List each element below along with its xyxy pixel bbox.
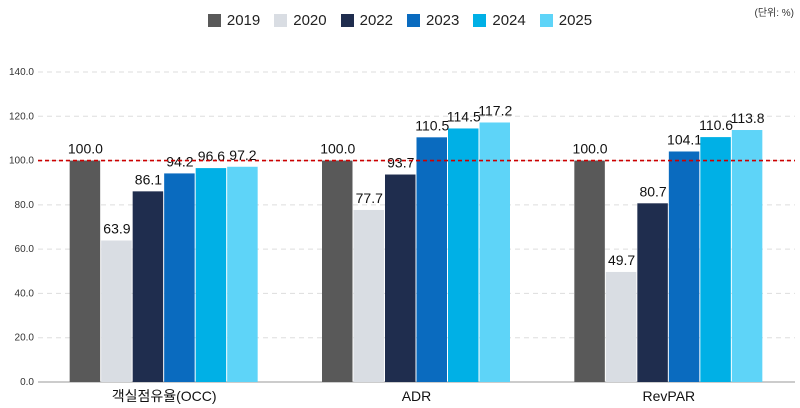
bar-2023 xyxy=(416,137,447,382)
bar-2019 xyxy=(574,160,605,382)
y-tick-label: 140.0 xyxy=(9,67,34,78)
legend-label: 2024 xyxy=(492,12,526,29)
data-label-2022: 80.7 xyxy=(639,183,666,199)
legend-swatch xyxy=(407,14,420,27)
data-label-2024: 110.6 xyxy=(699,117,733,133)
bar-2025 xyxy=(227,166,258,382)
legend-label: 2025 xyxy=(558,12,593,29)
legend-swatch xyxy=(539,14,553,27)
bar-2022 xyxy=(637,203,668,382)
data-label-2023: 104.1 xyxy=(667,131,702,147)
unit-label: (단위: %) xyxy=(754,8,794,19)
legend-swatch xyxy=(207,14,221,27)
x-tick-label: 객실점유율(OCC) xyxy=(112,388,217,404)
bar-2020 xyxy=(353,209,384,382)
y-tick-label: 80.0 xyxy=(15,200,35,211)
bar-2019 xyxy=(69,160,101,382)
y-tick-label: 120.0 xyxy=(9,111,34,122)
legend-swatch xyxy=(340,14,354,27)
bar-2024 xyxy=(448,128,479,382)
bar-2024 xyxy=(700,137,731,382)
bar-2022 xyxy=(385,174,416,382)
data-label-2020: 49.7 xyxy=(608,252,635,268)
y-tick-label: 0.0 xyxy=(20,377,34,388)
bar-2025 xyxy=(731,130,763,382)
legend-label: 2023 xyxy=(426,12,460,29)
bar-2023 xyxy=(668,151,700,382)
legend-label: 2019 xyxy=(226,12,261,29)
bar-2022 xyxy=(132,191,164,382)
y-tick-label: 40.0 xyxy=(15,288,35,299)
legend-item-2023: 2023 xyxy=(407,12,459,29)
data-label-2025: 113.8 xyxy=(731,110,765,126)
data-label-2025: 117.2 xyxy=(478,102,512,118)
data-label-2024: 96.6 xyxy=(198,148,225,164)
bar-2024 xyxy=(195,168,227,382)
legend-swatch xyxy=(274,14,288,27)
data-label-2020: 63.9 xyxy=(103,221,130,237)
legend-label: 2020 xyxy=(293,12,327,29)
legend-label: 2022 xyxy=(359,12,393,29)
data-label-2023: 110.5 xyxy=(415,117,449,133)
data-label-2025: 97.2 xyxy=(229,147,256,163)
legend-swatch xyxy=(473,14,487,27)
data-label-2023: 94.2 xyxy=(166,153,193,169)
y-tick-label: 60.0 xyxy=(15,244,35,255)
legend-item-2020: 2020 xyxy=(274,12,327,29)
data-label-2022: 93.7 xyxy=(387,155,414,171)
bar-2025 xyxy=(479,122,510,382)
legend: 2019 2020 2022 2023 2024 2025 xyxy=(0,12,800,29)
bar-2023 xyxy=(164,173,195,382)
x-tick-label: RevPAR xyxy=(643,388,696,404)
y-tick-label: 100.0 xyxy=(9,156,34,167)
data-label-2020: 77.7 xyxy=(356,190,383,206)
legend-item-2024: 2024 xyxy=(473,12,526,29)
legend-item-2025: 2025 xyxy=(539,12,593,29)
legend-item-2019: 2019 xyxy=(207,12,261,29)
data-label-2024: 114.5 xyxy=(447,108,481,124)
data-label-2019: 100.0 xyxy=(68,141,103,157)
bar-2020 xyxy=(605,271,637,382)
legend-item-2022: 2022 xyxy=(340,12,393,29)
y-tick-label: 20.0 xyxy=(15,333,35,344)
x-tick-label: ADR xyxy=(402,388,432,404)
data-label-2022: 86.1 xyxy=(135,171,162,187)
data-label-2019: 100.0 xyxy=(573,141,608,157)
bar-2019 xyxy=(322,160,353,382)
data-label-2019: 100.0 xyxy=(320,141,355,157)
bar-2020 xyxy=(101,240,132,382)
